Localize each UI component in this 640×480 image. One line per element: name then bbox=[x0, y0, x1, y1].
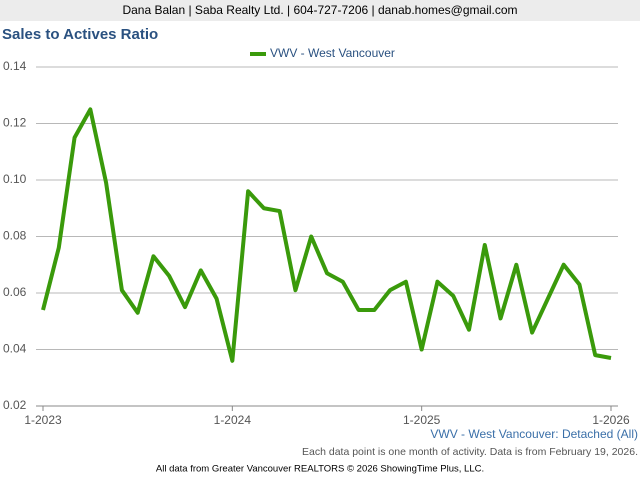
legend-label: VWV - West Vancouver bbox=[270, 46, 395, 60]
y-tick-label: 0.04 bbox=[3, 342, 27, 356]
y-tick-label: 0.14 bbox=[3, 59, 27, 73]
x-tick-label: 1-2024 bbox=[214, 413, 252, 427]
x-tick-label: 1-2025 bbox=[403, 413, 441, 427]
x-tick-label: 1-2023 bbox=[24, 413, 62, 427]
y-tick-label: 0.08 bbox=[3, 229, 27, 243]
header-band bbox=[0, 0, 640, 21]
y-tick-label: 0.12 bbox=[3, 116, 27, 130]
note: Each data point is one month of activity… bbox=[302, 446, 638, 458]
y-tick-label: 0.06 bbox=[3, 285, 27, 299]
footer: All data from Greater Vancouver REALTORS… bbox=[156, 464, 484, 475]
line-series bbox=[41, 107, 612, 363]
y-tick-label: 0.02 bbox=[3, 398, 27, 412]
chart-title: Sales to Actives Ratio bbox=[2, 26, 158, 43]
x-tick-label: 1-2026 bbox=[592, 413, 630, 427]
header: Dana Balan | Saba Realty Ltd. | 604-727-… bbox=[122, 3, 517, 17]
subtitle: VWV - West Vancouver: Detached (All) bbox=[430, 427, 638, 441]
y-tick-label: 0.10 bbox=[3, 172, 27, 186]
